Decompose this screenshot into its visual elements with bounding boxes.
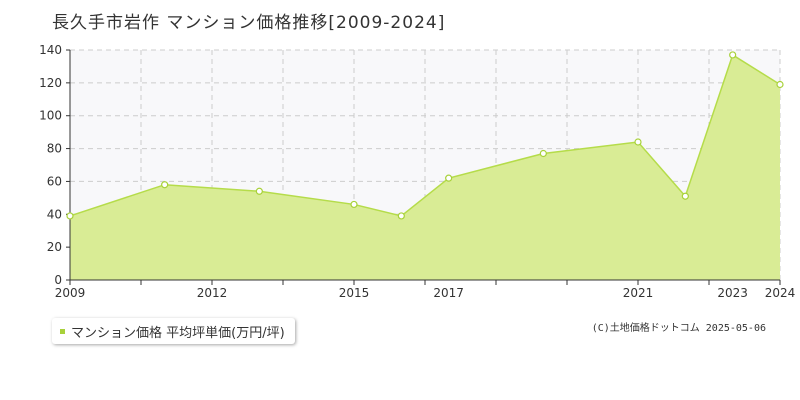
x-tick-label: 2017 xyxy=(433,286,464,300)
y-tick-label: 20 xyxy=(47,240,62,254)
y-tick-label: 100 xyxy=(39,109,62,123)
data-points xyxy=(66,51,784,220)
legend: マンション価格 平均坪単価(万円/坪) xyxy=(52,318,295,344)
x-tick-label: 2015 xyxy=(339,286,370,300)
data-point xyxy=(445,174,453,182)
data-point xyxy=(539,149,547,158)
data-point xyxy=(634,138,642,146)
data-point xyxy=(255,187,263,195)
x-tick-label: 2021 xyxy=(623,286,654,300)
y-tick-label: 40 xyxy=(47,207,62,221)
y-tick-label: 60 xyxy=(47,174,62,188)
y-tick-label: 80 xyxy=(47,142,62,156)
chart-title: 長久手市岩作 マンション価格推移[2009-2024] xyxy=(52,13,446,33)
copyright-credit: (C)土地価格ドットコム 2025-05-06 xyxy=(591,323,766,334)
y-tick-label: 0 xyxy=(54,273,62,287)
series-area xyxy=(70,54,780,280)
data-point xyxy=(729,51,737,59)
x-tick-labels: 2009 2012 2015 2017 2021 2023 2024 xyxy=(55,286,796,300)
x-tick-label: 2009 xyxy=(55,286,86,300)
data-point xyxy=(161,181,169,189)
y-tick-labels: 0 20 40 60 80 100 120 140 xyxy=(39,43,62,287)
x-tick-label: 2024 xyxy=(765,286,796,300)
y-tick-label: 120 xyxy=(39,76,62,90)
data-point xyxy=(66,212,74,220)
x-tick-label: 2023 xyxy=(717,286,748,300)
data-point xyxy=(776,80,784,89)
legend-label: マンション価格 平均坪単価(万円/坪) xyxy=(71,325,285,341)
legend-swatch xyxy=(60,328,65,334)
data-point xyxy=(397,212,405,220)
y-tick-label: 140 xyxy=(39,43,62,57)
data-point xyxy=(350,200,358,209)
axes xyxy=(66,49,781,285)
data-point xyxy=(681,192,689,200)
x-tick-label: 2012 xyxy=(197,286,228,300)
